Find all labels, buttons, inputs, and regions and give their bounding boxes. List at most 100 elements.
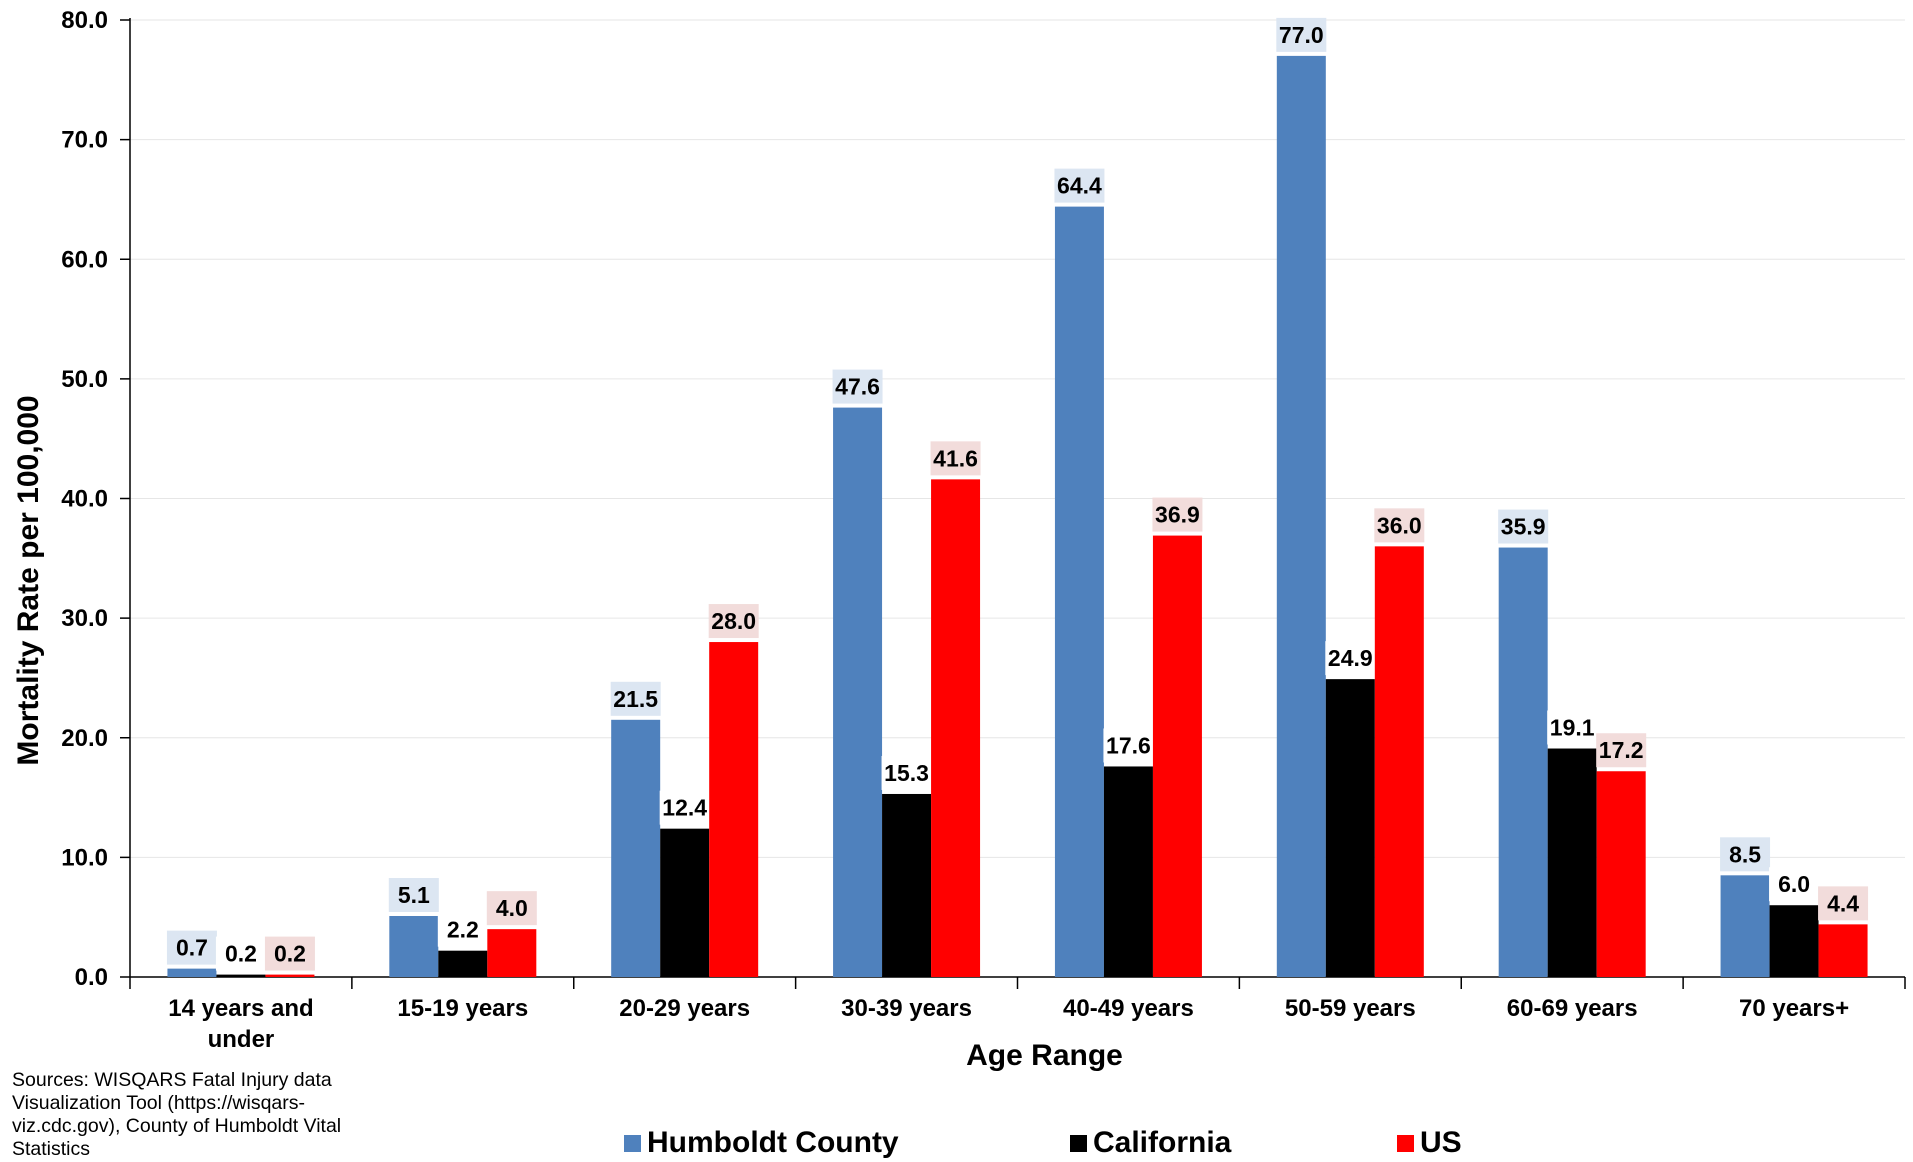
y-axis-title: Mortality Rate per 100,000 bbox=[12, 395, 45, 765]
data-label-us-40-49-years: 36.9 bbox=[1155, 502, 1200, 528]
data-label-bg bbox=[832, 369, 883, 404]
data-label-california-30-39-years: 15.3 bbox=[884, 760, 929, 786]
bar-us-40-49-years bbox=[1152, 535, 1202, 977]
data-label-bg bbox=[1547, 710, 1598, 745]
legend-swatch-us bbox=[1397, 1134, 1414, 1152]
bar-humboldt-county-14-years-and-under bbox=[167, 968, 217, 977]
bar-humboldt-county-50-59-years bbox=[1276, 55, 1326, 977]
x-tick-label: 60-69 years bbox=[1507, 995, 1638, 1022]
data-label-humboldt-county-20-29-years: 21.5 bbox=[613, 686, 658, 712]
bar-california-50-59-years bbox=[1325, 679, 1375, 977]
data-label-bg bbox=[1374, 508, 1425, 543]
bar-humboldt-county-70-years bbox=[1720, 875, 1770, 977]
data-label-us-14-years-and-under: 0.2 bbox=[274, 941, 306, 967]
bar-california-15-19-years bbox=[438, 950, 488, 977]
y-tick-label: 30.0 bbox=[61, 605, 108, 632]
bar-us-50-59-years bbox=[1374, 546, 1424, 977]
data-label-bg bbox=[881, 755, 932, 790]
data-label-us-60-69-years: 17.2 bbox=[1599, 737, 1644, 763]
data-label-us-30-39-years: 41.6 bbox=[933, 445, 978, 471]
data-label-bg bbox=[264, 936, 315, 971]
data-label-humboldt-county-30-39-years: 47.6 bbox=[835, 374, 880, 400]
y-tick-label: 70.0 bbox=[61, 127, 108, 154]
data-label-bg bbox=[930, 441, 981, 476]
bar-humboldt-county-15-19-years bbox=[389, 915, 439, 977]
legend-item-humboldt: Humboldt County bbox=[624, 1124, 899, 1162]
data-label-bg bbox=[388, 877, 439, 912]
y-tick-label: 60.0 bbox=[61, 246, 108, 273]
data-label-us-50-59-years: 36.0 bbox=[1377, 512, 1422, 538]
data-label-humboldt-county-40-49-years: 64.4 bbox=[1057, 173, 1102, 199]
y-tick-label: 50.0 bbox=[61, 366, 108, 393]
data-label-bg bbox=[1498, 509, 1549, 544]
data-label-california-20-29-years: 12.4 bbox=[662, 795, 707, 821]
legend-label-california: California bbox=[1093, 1126, 1232, 1159]
data-label-bg bbox=[1325, 641, 1376, 676]
data-label-us-70-years: 4.4 bbox=[1827, 890, 1859, 916]
data-label-us-15-19-years: 4.0 bbox=[496, 895, 528, 921]
data-label-bg bbox=[437, 912, 488, 947]
data-label-humboldt-county-14-years-and-under: 0.7 bbox=[176, 935, 208, 961]
data-label-humboldt-county-70-years: 8.5 bbox=[1729, 841, 1761, 867]
data-label-bg bbox=[1103, 728, 1154, 763]
bar-california-30-39-years bbox=[882, 793, 932, 977]
data-label-bg bbox=[1720, 837, 1771, 872]
bar-california-70-years bbox=[1769, 905, 1819, 977]
bar-us-70-years bbox=[1818, 924, 1868, 977]
data-label-bg bbox=[1769, 867, 1820, 902]
legend-label-humboldt: Humboldt County bbox=[647, 1126, 899, 1159]
y-tick-label: 10.0 bbox=[61, 844, 108, 871]
legend-swatch-california bbox=[1070, 1134, 1087, 1152]
data-label-california-60-69-years: 19.1 bbox=[1550, 715, 1595, 741]
data-label-bg bbox=[166, 930, 217, 965]
bar-california-40-49-years bbox=[1103, 766, 1153, 977]
data-label-us-20-29-years: 28.0 bbox=[711, 608, 756, 634]
legend-item-us: US bbox=[1397, 1124, 1462, 1162]
data-label-bg bbox=[659, 790, 710, 825]
data-label-bg bbox=[1596, 733, 1647, 768]
bar-us-20-29-years bbox=[709, 642, 759, 977]
data-label-california-50-59-years: 24.9 bbox=[1328, 645, 1373, 671]
y-tick-label: 80.0 bbox=[61, 7, 108, 34]
bar-us-60-69-years bbox=[1596, 771, 1646, 977]
x-tick-label: 70 years+ bbox=[1739, 995, 1849, 1022]
data-label-california-70-years: 6.0 bbox=[1778, 871, 1810, 897]
data-label-bg bbox=[1054, 168, 1105, 203]
y-tick-label: 20.0 bbox=[61, 725, 108, 752]
data-label-humboldt-county-15-19-years: 5.1 bbox=[398, 882, 430, 908]
data-label-bg bbox=[215, 936, 266, 971]
x-tick-label: 15-19 years bbox=[397, 995, 528, 1022]
bar-california-20-29-years bbox=[660, 828, 710, 977]
data-label-humboldt-county-50-59-years: 77.0 bbox=[1279, 22, 1324, 48]
legend-item-california: California bbox=[1070, 1124, 1231, 1162]
data-label-bg bbox=[486, 891, 537, 926]
bar-humboldt-county-30-39-years bbox=[833, 407, 883, 978]
bar-humboldt-county-60-69-years bbox=[1498, 547, 1548, 977]
bar-california-14-years-and-under bbox=[216, 974, 266, 977]
bar-us-15-19-years bbox=[487, 929, 537, 977]
data-label-bg bbox=[1818, 886, 1869, 921]
data-label-bg bbox=[708, 604, 759, 639]
bar-humboldt-county-20-29-years bbox=[611, 719, 661, 977]
data-label-california-40-49-years: 17.6 bbox=[1106, 732, 1151, 758]
legend-swatch-humboldt bbox=[624, 1134, 641, 1152]
data-label-california-15-19-years: 2.2 bbox=[447, 917, 479, 943]
legend-label-us: US bbox=[1420, 1126, 1462, 1159]
data-label-bg bbox=[1276, 17, 1327, 52]
source-note: Sources: WISQARS Fatal Injury data Visua… bbox=[12, 1069, 342, 1160]
x-tick-label: 40-49 years bbox=[1063, 995, 1194, 1022]
bar-us-30-39-years bbox=[931, 479, 981, 977]
y-tick-label: 0.0 bbox=[75, 964, 108, 991]
data-label-bg bbox=[1152, 497, 1203, 532]
x-axis-title: Age Range bbox=[966, 1039, 1123, 1072]
bar-humboldt-county-40-49-years bbox=[1054, 206, 1104, 978]
data-label-california-14-years-and-under: 0.2 bbox=[225, 941, 257, 967]
x-tick-label: 30-39 years bbox=[841, 995, 972, 1022]
data-label-bg bbox=[610, 681, 661, 716]
bar-us-14-years-and-under bbox=[265, 974, 315, 977]
x-tick-label: 50-59 years bbox=[1285, 995, 1416, 1022]
y-tick-label: 40.0 bbox=[61, 486, 108, 513]
data-label-humboldt-county-60-69-years: 35.9 bbox=[1501, 514, 1546, 540]
bar-california-60-69-years bbox=[1547, 748, 1597, 977]
